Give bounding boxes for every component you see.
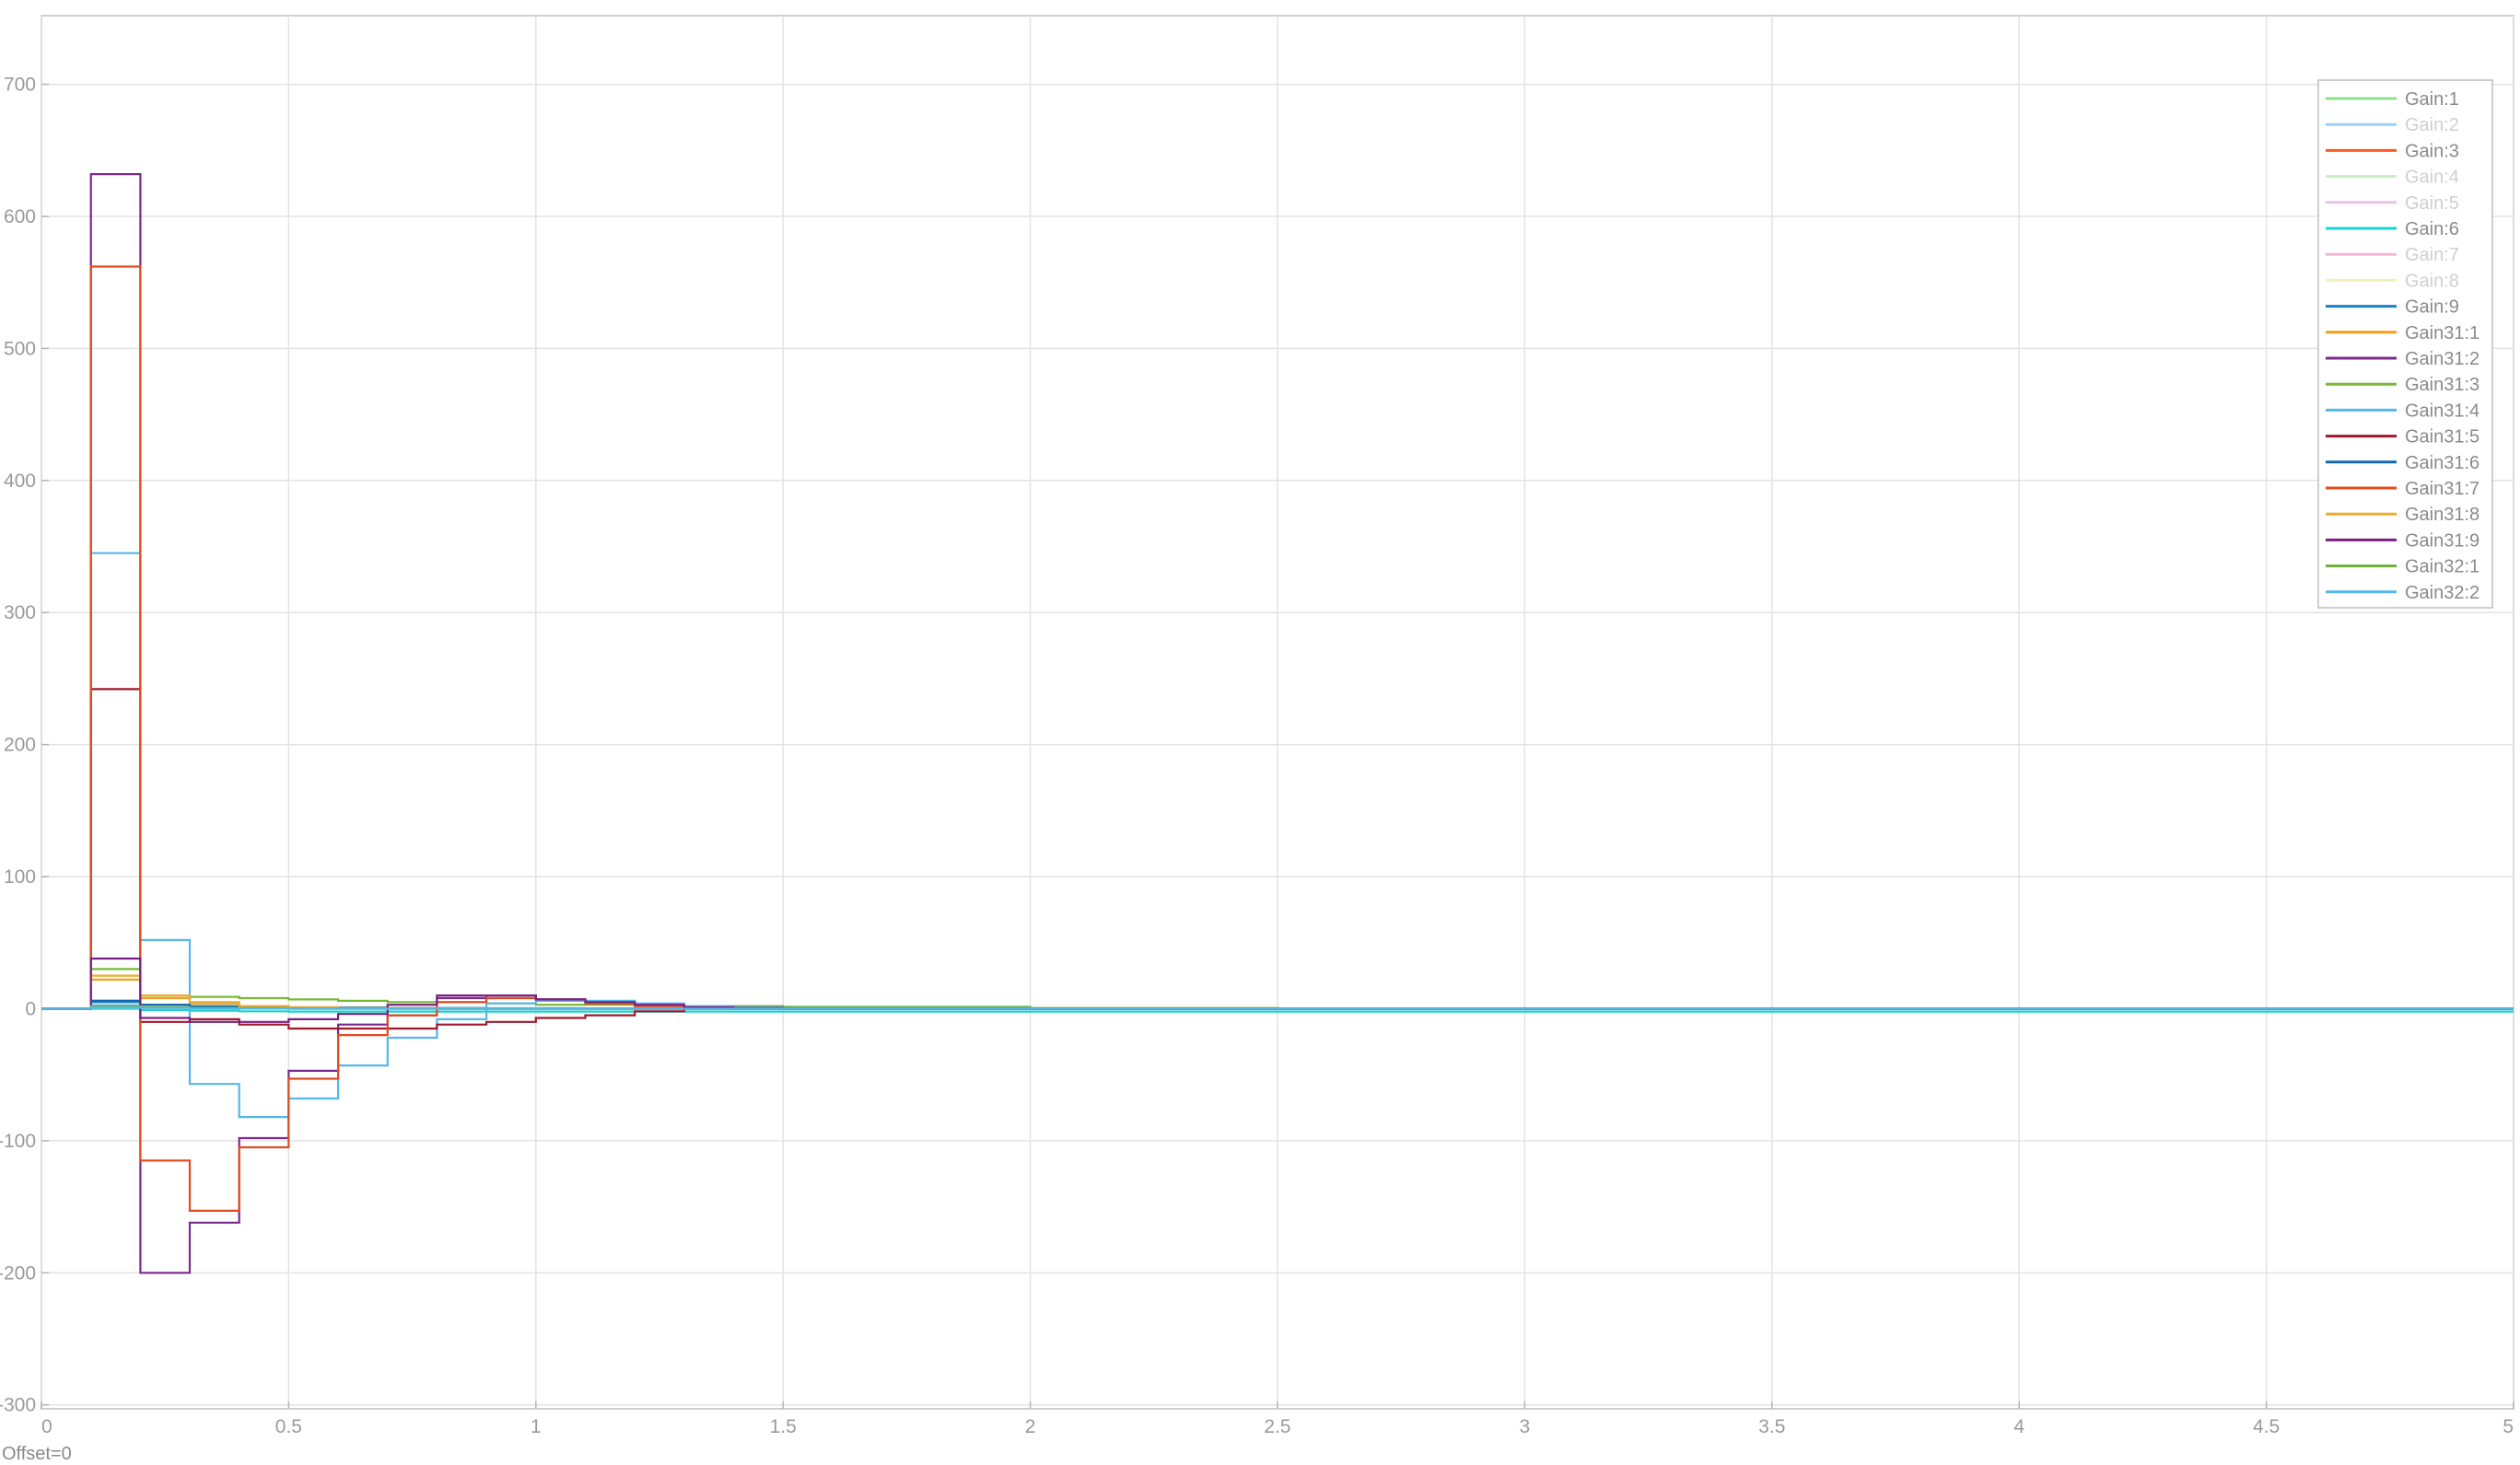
y-tick-label: 300 (4, 602, 36, 623)
legend-box (2317, 79, 2493, 609)
legend-label: Gain31:9 (2405, 530, 2479, 551)
legend-label: Gain:3 (2405, 141, 2459, 161)
legend-item[interactable]: Gain31:1 (2326, 323, 2479, 343)
offset-label: Offset=0 (2, 1444, 72, 1464)
y-tick-label: -200 (0, 1262, 36, 1284)
legend-item[interactable]: Gain31:3 (2326, 375, 2479, 395)
legend-item[interactable]: Gain:2 (2326, 115, 2459, 135)
y-tick-label: 400 (4, 471, 36, 492)
legend-item[interactable]: Gain32:1 (2326, 557, 2479, 577)
legend[interactable]: Gain:1 Gain:2 Gain:3 Gain:4 Gain:5 Gain:6 Gain… (2317, 79, 2493, 609)
y-tick-label: -100 (0, 1131, 36, 1152)
y-tick-label: 100 (4, 866, 36, 888)
legend-label: Gain32:2 (2405, 583, 2479, 603)
x-tick-label: 4.5 (2253, 1416, 2280, 1437)
series-layer (41, 173, 2514, 1274)
x-tick-label: 0.5 (275, 1416, 302, 1437)
legend-label: Gain:9 (2405, 297, 2459, 318)
legend-item[interactable]: Gain31:2 (2326, 349, 2479, 369)
legend-label: Gain31:3 (2405, 375, 2479, 395)
legend-label: Gain32:1 (2405, 557, 2479, 577)
legend-item[interactable]: Gain:4 (2326, 168, 2459, 188)
x-tick-label: 1 (531, 1416, 542, 1437)
legend-label: Gain:8 (2405, 271, 2459, 291)
y-tick-label: -300 (0, 1395, 36, 1416)
x-tick-label: 5 (2502, 1416, 2514, 1437)
y-axis-ticks: -300 -200 -100 0 100 200 300 400 500 600 700 (0, 75, 49, 1416)
x-tick-label: 3.5 (1758, 1416, 1785, 1437)
legend-item[interactable]: Gain:1 (2326, 89, 2459, 110)
x-tick-label: 4 (2013, 1416, 2024, 1437)
legend-item[interactable]: Gain31:7 (2326, 479, 2479, 499)
legend-label: Gain31:6 (2405, 453, 2479, 473)
legend-item[interactable]: Gain31:9 (2326, 530, 2479, 551)
legend-item[interactable]: Gain:7 (2326, 245, 2459, 265)
legend-label: Gain31:1 (2405, 323, 2479, 343)
legend-item[interactable]: Gain:3 (2326, 141, 2459, 161)
x-tick-label: 3 (1520, 1416, 1531, 1437)
x-axis-ticks: 0 0.5 1 1.5 2 2.5 3 3.5 4 4.5 5 (41, 1401, 2514, 1437)
legend-item[interactable]: Gain32:2 (2326, 583, 2479, 603)
legend-item[interactable]: Gain:8 (2326, 271, 2459, 291)
x-tick-label: 2.5 (1264, 1416, 1290, 1437)
y-tick-label: 600 (4, 206, 36, 227)
legend-item[interactable]: Gain:9 (2326, 297, 2459, 318)
legend-label: Gain:2 (2405, 115, 2459, 135)
series-line-gain-6 (41, 1007, 2514, 1013)
y-tick-label: 0 (25, 998, 36, 1019)
legend-item[interactable]: Gain:6 (2326, 219, 2459, 239)
legend-item[interactable]: Gain31:6 (2326, 453, 2479, 473)
legend-item[interactable]: Gain31:5 (2326, 427, 2479, 448)
legend-item[interactable]: Gain31:4 (2326, 401, 2479, 421)
legend-label: Gain31:4 (2405, 401, 2479, 421)
legend-label: Gain31:8 (2405, 505, 2479, 525)
y-tick-label: 500 (4, 338, 36, 359)
x-tick-label: 1.5 (770, 1416, 797, 1437)
legend-label: Gain:5 (2405, 193, 2459, 214)
legend-label: Gain:7 (2405, 245, 2459, 265)
legend-label: Gain:1 (2405, 89, 2459, 110)
legend-label: Gain31:2 (2405, 349, 2479, 369)
x-tick-label: 0 (41, 1416, 52, 1437)
legend-label: Gain31:5 (2405, 427, 2479, 448)
legend-item[interactable]: Gain:5 (2326, 193, 2459, 214)
x-tick-label: 2 (1025, 1416, 1036, 1437)
legend-label: Gain31:7 (2405, 479, 2479, 499)
y-tick-label: 700 (4, 75, 36, 96)
y-tick-label: 200 (4, 735, 36, 756)
series-line-gain32-2 (41, 1006, 2514, 1010)
legend-label: Gain:4 (2405, 168, 2459, 188)
legend-item[interactable]: Gain31:8 (2326, 505, 2479, 525)
legend-label: Gain:6 (2405, 219, 2459, 239)
grid-lines (41, 16, 2514, 1409)
